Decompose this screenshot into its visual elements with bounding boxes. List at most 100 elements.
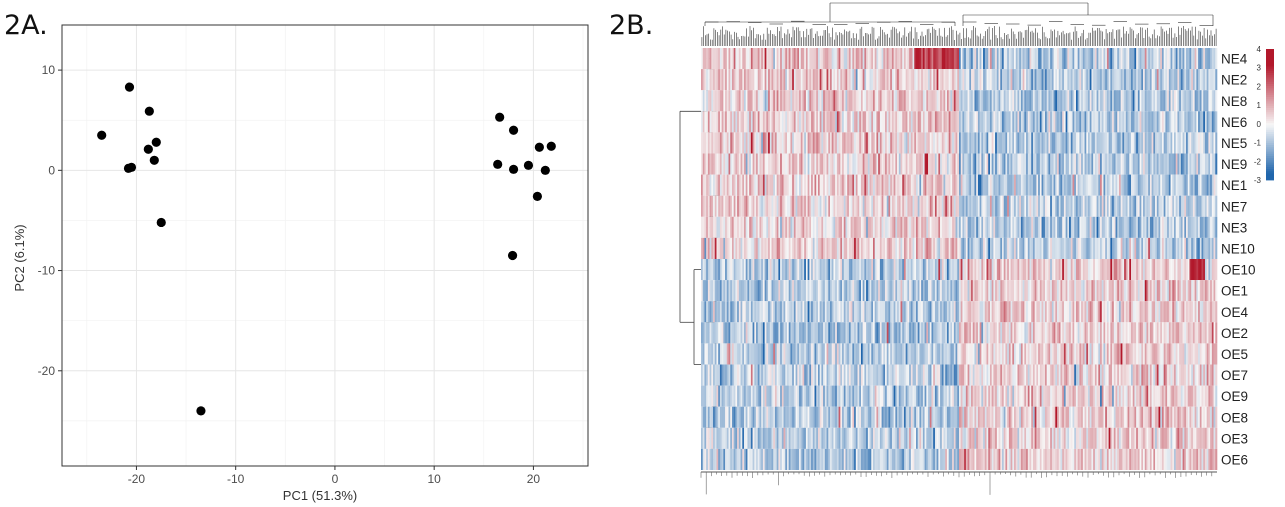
- heatmap-cell: [1129, 216, 1132, 238]
- heatmap-cell: [1002, 237, 1005, 259]
- heatmap-cell: [1012, 153, 1015, 175]
- heatmap-cell: [1081, 111, 1084, 133]
- heatmap-cell: [993, 195, 996, 217]
- heatmap-cell: [804, 195, 807, 217]
- heatmap-cell: [941, 322, 944, 344]
- heatmap-cell: [702, 343, 705, 365]
- heatmap-cell: [1149, 195, 1152, 217]
- heatmap-cell: [903, 90, 906, 112]
- heatmap-cell: [773, 216, 776, 238]
- heatmap-cell: [1027, 322, 1030, 344]
- heatmap-cell: [984, 259, 987, 281]
- heatmap-cell: [986, 90, 989, 112]
- heatmap-cell: [938, 174, 941, 196]
- heatmap-cell: [938, 132, 941, 154]
- heatmap-cell: [1131, 69, 1134, 91]
- heatmap-cell: [731, 111, 734, 133]
- heatmap-cell: [1041, 237, 1044, 259]
- heatmap-cell: [819, 174, 822, 196]
- heatmap-cell: [955, 48, 958, 70]
- heatmap-cell: [852, 259, 855, 281]
- heatmap-cell: [1201, 343, 1204, 365]
- heatmap-cell: [984, 153, 987, 175]
- heatmap-cell: [1125, 111, 1128, 133]
- heatmap-cell: [1213, 280, 1216, 302]
- heatmap-cell: [740, 48, 743, 70]
- heatmap-cell: [1180, 174, 1183, 196]
- heatmap-cell: [830, 280, 833, 302]
- heatmap-cell: [1186, 216, 1189, 238]
- heatmap-cell: [850, 174, 853, 196]
- heatmap-cell: [1158, 153, 1161, 175]
- heatmap-cell: [941, 343, 944, 365]
- heatmap-cell: [867, 280, 870, 302]
- heatmap-cell: [1029, 301, 1032, 323]
- heatmap-cell: [774, 132, 777, 154]
- heatmap-cell: [897, 69, 900, 91]
- heatmap-cell: [731, 195, 734, 217]
- heatmap-cell: [1051, 301, 1054, 323]
- heatmap-cell: [785, 174, 788, 196]
- heatmap-cell: [1088, 132, 1091, 154]
- heatmap-cell: [780, 132, 783, 154]
- heatmap-cell: [757, 237, 760, 259]
- heatmap-cell: [953, 174, 956, 196]
- heatmap-cell: [759, 343, 762, 365]
- heatmap-cell: [1057, 259, 1060, 281]
- heatmap-cell: [733, 195, 736, 217]
- heatmap-cell: [1098, 343, 1101, 365]
- heatmap-cell: [1158, 132, 1161, 154]
- heatmap-cell: [704, 90, 707, 112]
- heatmap-cell: [831, 132, 834, 154]
- heatmap-cell: [1204, 237, 1207, 259]
- heatmap-cell: [702, 90, 705, 112]
- heatmap-cell: [983, 280, 986, 302]
- heatmap-cell: [1158, 48, 1161, 70]
- heatmap-cell: [1203, 69, 1206, 91]
- heatmap-cell: [804, 90, 807, 112]
- heatmap-cell: [1194, 343, 1197, 365]
- heatmap-cell: [1129, 322, 1132, 344]
- heatmap-cell: [1086, 237, 1089, 259]
- heatmap-cell: [838, 48, 841, 70]
- heatmap-cell: [780, 343, 783, 365]
- heatmap-cell: [731, 343, 734, 365]
- heatmap-cell: [714, 343, 717, 365]
- heatmap-cell: [895, 90, 898, 112]
- heatmap-cell: [1014, 216, 1017, 238]
- heatmap-cell: [1014, 343, 1017, 365]
- heatmap-cell: [1041, 280, 1044, 302]
- heatmap-cell: [1038, 343, 1041, 365]
- heatmap-cell: [762, 364, 765, 386]
- heatmap-cell: [984, 111, 987, 133]
- heatmap-cell: [1053, 111, 1056, 133]
- heatmap-cell: [754, 216, 757, 238]
- heatmap-cell: [902, 90, 905, 112]
- heatmap-cell: [984, 69, 987, 91]
- heatmap-cell: [891, 153, 894, 175]
- heatmap-cell: [707, 69, 710, 91]
- heatmap-cell: [926, 195, 929, 217]
- heatmap-cell: [719, 364, 722, 386]
- heatmap-cell: [1194, 111, 1197, 133]
- heatmap-cell: [747, 280, 750, 302]
- heatmap-cell: [888, 343, 891, 365]
- heatmap-cell: [766, 195, 769, 217]
- heatmap-cell: [1100, 48, 1103, 70]
- heatmap-cell: [945, 153, 948, 175]
- heatmap-cell: [1039, 153, 1042, 175]
- heatmap-cell: [726, 153, 729, 175]
- heatmap-cell: [1017, 132, 1020, 154]
- heatmap-cell: [1081, 90, 1084, 112]
- heatmap-cell: [773, 153, 776, 175]
- heatmap-cell: [1108, 132, 1111, 154]
- heatmap-cell: [1124, 69, 1127, 91]
- heatmap-cell: [1103, 111, 1106, 133]
- heatmap-cell: [1122, 216, 1125, 238]
- heatmap-cell: [714, 48, 717, 70]
- heatmap-cell: [917, 90, 920, 112]
- heatmap-cell: [802, 216, 805, 238]
- heatmap-cell: [996, 153, 999, 175]
- heatmap-cell: [1002, 195, 1005, 217]
- heatmap-cell: [950, 69, 953, 91]
